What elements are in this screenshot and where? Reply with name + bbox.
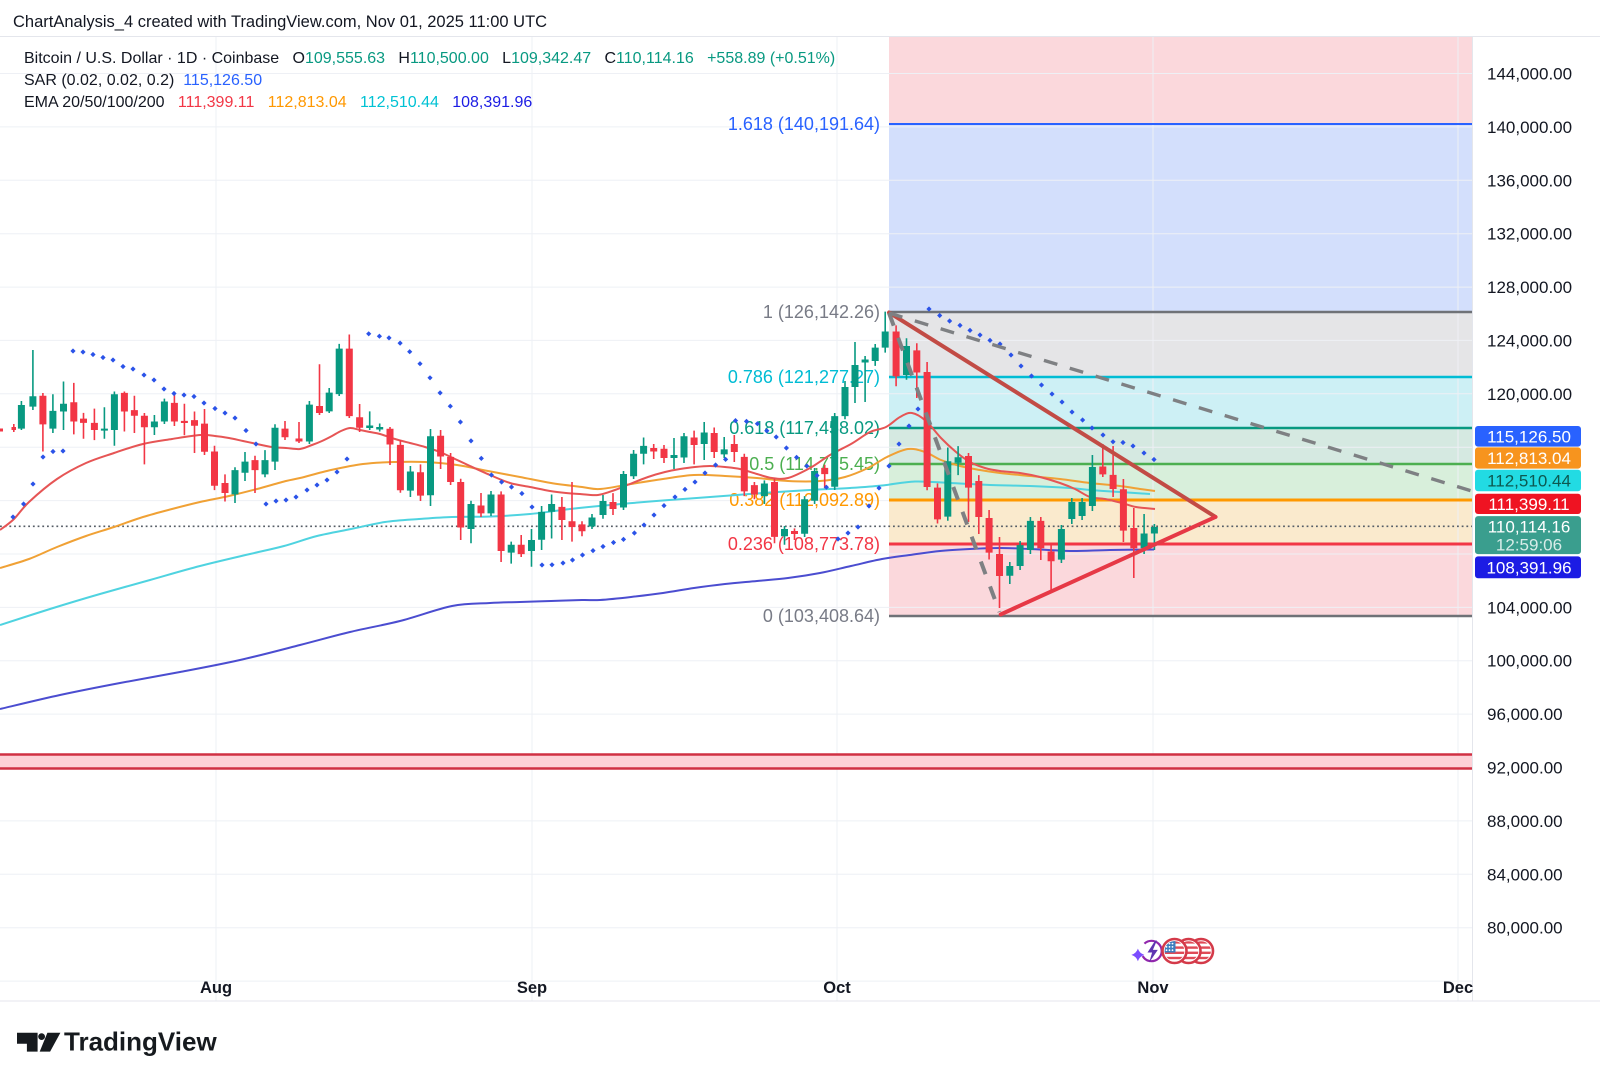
svg-text:115,126.50: 115,126.50	[1487, 427, 1571, 446]
svg-text:SAR (0.02, 0.02, 0.2) 115,126: SAR (0.02, 0.02, 0.2) 115,126.50	[24, 72, 262, 89]
svg-text:Aug: Aug	[200, 979, 232, 997]
svg-text:112,813.04: 112,813.04	[1487, 449, 1571, 468]
svg-text:80,000.00: 80,000.00	[1487, 919, 1563, 938]
svg-text:132,000.00: 132,000.00	[1487, 225, 1572, 244]
svg-text:136,000.00: 136,000.00	[1487, 171, 1572, 190]
svg-text:128,000.00: 128,000.00	[1487, 278, 1572, 297]
svg-text:Oct: Oct	[823, 979, 851, 997]
svg-text:100,000.00: 100,000.00	[1487, 652, 1572, 671]
svg-text:110,114.16: 110,114.16	[1488, 518, 1571, 537]
svg-text:0.618 (117,458.02): 0.618 (117,458.02)	[729, 418, 880, 438]
svg-text:84,000.00: 84,000.00	[1487, 865, 1563, 884]
svg-text:111,399.11: 111,399.11	[1488, 495, 1569, 514]
svg-text:1.618 (140,191.64): 1.618 (140,191.64)	[728, 114, 880, 134]
svg-text:120,000.00: 120,000.00	[1487, 385, 1572, 404]
svg-text:92,000.00: 92,000.00	[1487, 759, 1563, 778]
svg-text:124,000.00: 124,000.00	[1487, 331, 1572, 350]
svg-text:EMA 20/50/100/200 111,399.11: EMA 20/50/100/200 111,399.11 112,813.04 …	[24, 94, 532, 111]
svg-text:112,510.44: 112,510.44	[1487, 472, 1571, 491]
svg-text:Nov: Nov	[1137, 979, 1169, 997]
svg-text:0.5 (114,775.45): 0.5 (114,775.45)	[749, 454, 880, 474]
svg-text:Bitcoin / U.S. Dollar · 1D · C: Bitcoin / U.S. Dollar · 1D · Coinbase O1…	[24, 50, 835, 67]
svg-text:0 (103,408.64): 0 (103,408.64)	[763, 606, 880, 626]
svg-text:1 (126,142.26): 1 (126,142.26)	[763, 302, 880, 322]
svg-text:104,000.00: 104,000.00	[1487, 598, 1572, 617]
svg-text:140,000.00: 140,000.00	[1487, 118, 1572, 137]
svg-text:ChartAnalysis_4 created with T: ChartAnalysis_4 created with TradingView…	[13, 13, 547, 31]
svg-text:12:59:06: 12:59:06	[1496, 536, 1562, 555]
svg-text:Dec: Dec	[1443, 979, 1473, 997]
svg-text:0.786 (121,277.27): 0.786 (121,277.27)	[728, 367, 880, 387]
svg-text:96,000.00: 96,000.00	[1487, 705, 1563, 724]
svg-text:88,000.00: 88,000.00	[1487, 812, 1563, 831]
svg-text:0.236 (108,773.78): 0.236 (108,773.78)	[728, 534, 880, 554]
svg-text:TradingView: TradingView	[64, 1027, 217, 1057]
svg-text:108,391.96: 108,391.96	[1486, 558, 1571, 577]
svg-text:Sep: Sep	[517, 979, 547, 997]
svg-text:144,000.00: 144,000.00	[1487, 65, 1572, 84]
